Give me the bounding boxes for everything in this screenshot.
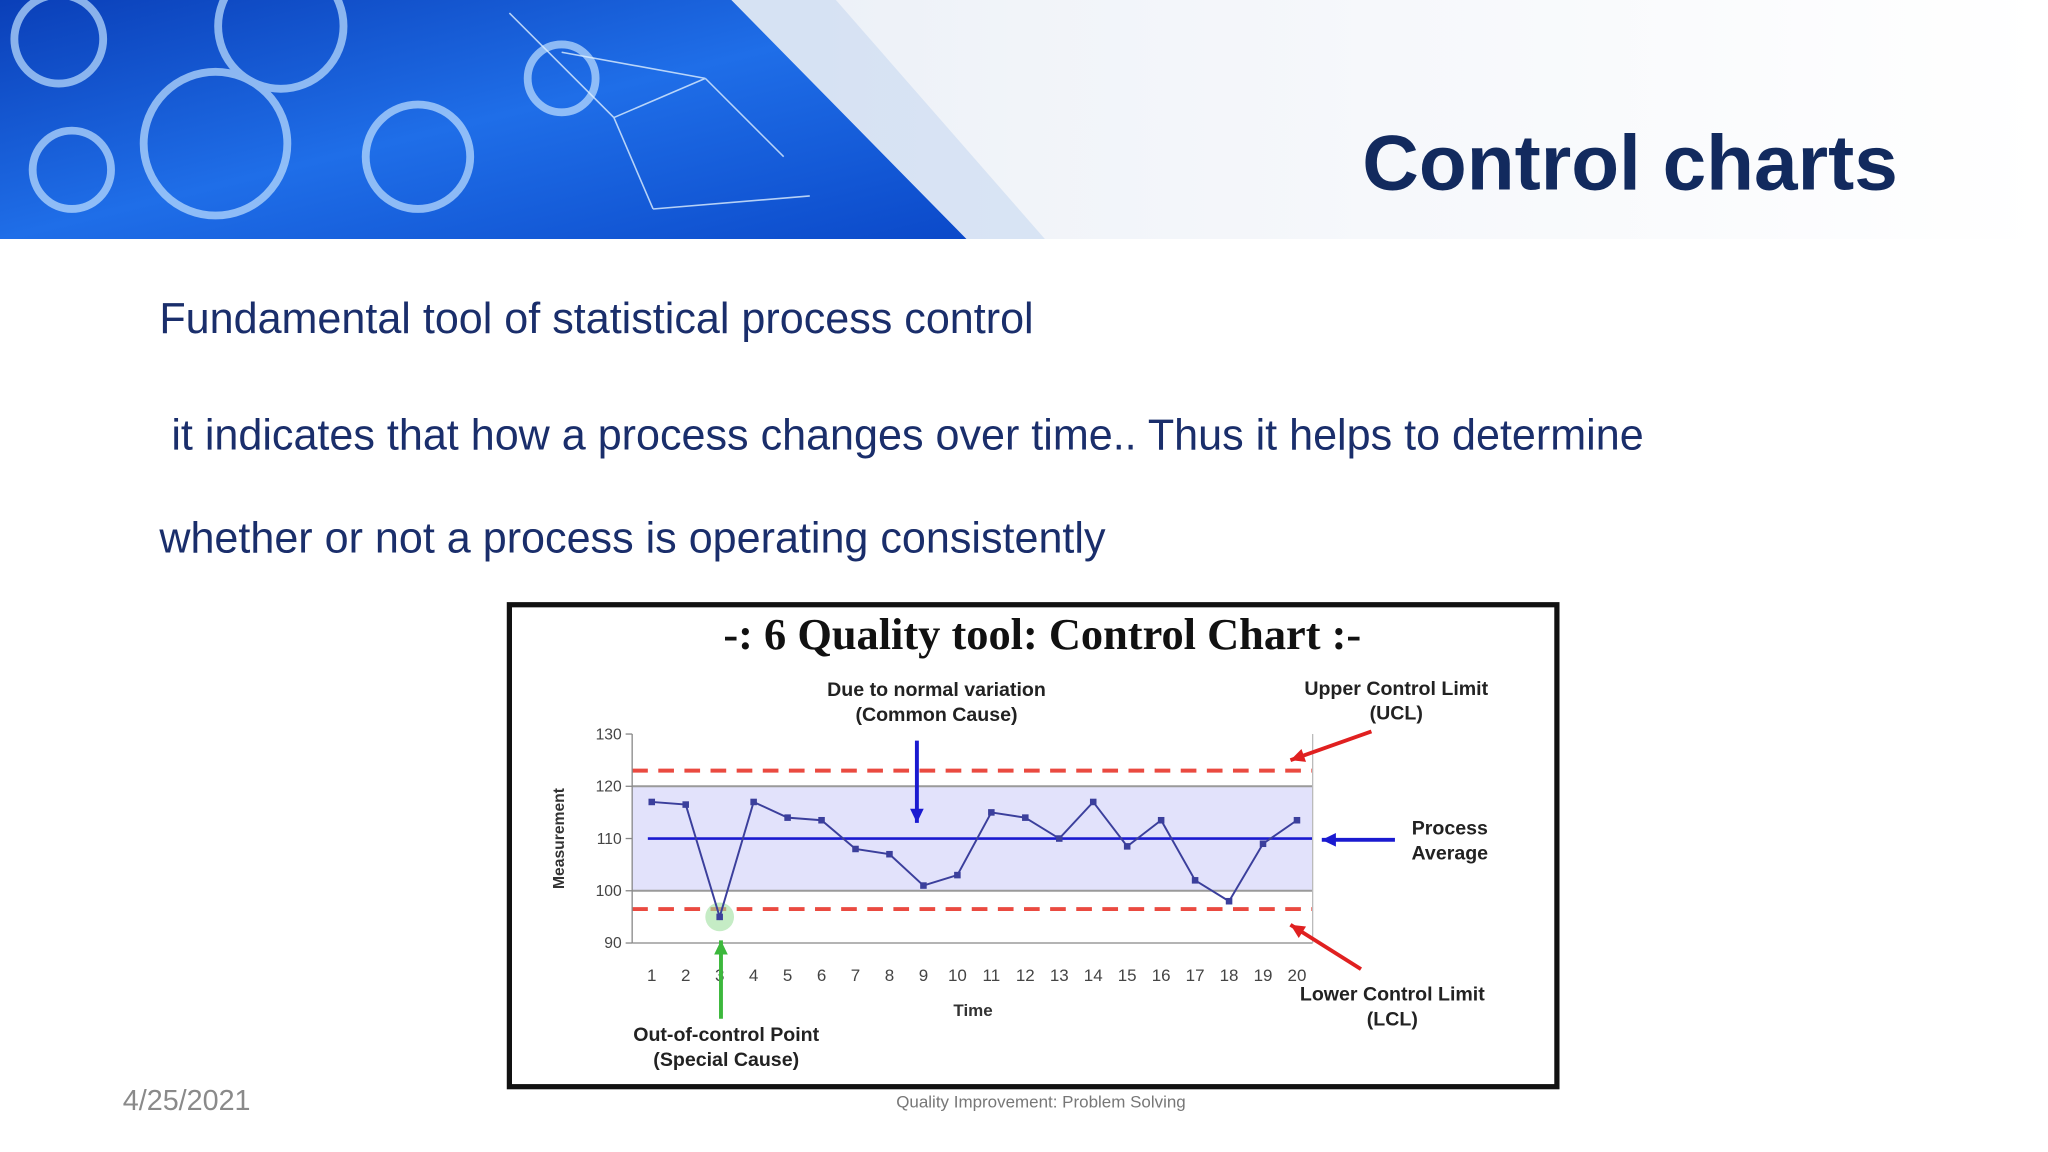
data-point <box>852 845 859 853</box>
body-line: it indicates that how a process changes … <box>159 411 1643 459</box>
x-tick-label: 19 <box>1254 966 1273 985</box>
data-point <box>784 814 791 821</box>
data-point <box>1293 816 1301 824</box>
data-point <box>1259 840 1267 848</box>
annotation: (UCL) <box>1370 703 1423 725</box>
x-tick-label: 18 <box>1220 966 1239 985</box>
data-point <box>1056 835 1063 842</box>
arrow-head <box>1321 833 1336 847</box>
annotation: (LCL) <box>1367 1008 1418 1030</box>
y-axis-label: Measurement <box>551 787 568 889</box>
x-tick-label: 20 <box>1288 966 1307 985</box>
y-tick-label: 100 <box>596 883 622 900</box>
x-tick-label: 8 <box>885 966 894 985</box>
data-point <box>886 850 893 858</box>
slide-date: 4/25/2021 <box>123 1085 251 1117</box>
data-point <box>682 801 689 808</box>
annotation: Out-of-control Point <box>633 1024 819 1046</box>
x-tick-label: 11 <box>983 966 1001 985</box>
y-tick-label: 130 <box>596 726 622 743</box>
chart-title: -: 6 Quality tool: Control Chart :- <box>723 609 1361 659</box>
data-point <box>818 816 825 824</box>
x-tick-label: 14 <box>1084 966 1103 985</box>
x-tick-label: 9 <box>919 966 928 985</box>
x-tick-label: 15 <box>1118 966 1137 985</box>
x-axis-label: Time <box>953 1001 992 1020</box>
x-tick-label: 16 <box>1152 966 1171 985</box>
x-tick-label: 1 <box>647 966 656 985</box>
x-tick-label: 2 <box>681 966 690 985</box>
x-tick-label: 17 <box>1186 966 1205 985</box>
y-tick-label: 110 <box>597 831 622 848</box>
x-tick-label: 7 <box>851 966 860 985</box>
annotation-arrow <box>1289 729 1373 763</box>
body-line: whether or not a process is operating co… <box>158 514 1106 562</box>
annotation: Process <box>1412 818 1488 840</box>
body-text: Fundamental tool of statistical process … <box>158 295 1643 562</box>
annotation: Lower Control Limit <box>1300 983 1485 1005</box>
slide-title: Control charts <box>1362 118 1898 206</box>
annotation: (Special Cause) <box>653 1049 799 1071</box>
arrow-head <box>1290 924 1307 939</box>
data-line <box>651 800 1298 921</box>
annotation: Upper Control Limit <box>1304 678 1488 700</box>
annotation: Due to normal variation <box>827 679 1046 701</box>
data-point <box>988 809 995 816</box>
data-point <box>920 882 927 889</box>
plot: 9010011012013012345678910111213141516171… <box>551 678 1488 1071</box>
arrow-head <box>1290 749 1307 762</box>
data-point <box>1225 897 1233 905</box>
x-tick-label: 12 <box>1016 966 1035 985</box>
body-line: Fundamental tool of statistical process … <box>159 295 1033 343</box>
y-tick-label: 120 <box>596 779 622 796</box>
annotation: Average <box>1412 842 1489 864</box>
data-point <box>716 913 723 921</box>
image-caption: Quality Improvement: Problem Solving <box>896 1093 1186 1112</box>
data-point <box>1123 843 1131 850</box>
data-point <box>1089 798 1097 806</box>
data-point <box>750 798 757 806</box>
data-point <box>1157 816 1165 824</box>
y-tick-label: 90 <box>604 935 622 952</box>
x-tick-label: 4 <box>749 966 758 985</box>
x-tick-label: 10 <box>948 966 967 985</box>
data-point <box>1022 814 1029 821</box>
data-point <box>1191 877 1199 884</box>
x-tick-label: 13 <box>1050 966 1069 985</box>
arrow-head <box>910 808 924 823</box>
header-banner <box>0 0 2048 240</box>
arrow-head <box>714 940 728 955</box>
data-point <box>648 798 656 806</box>
data-point <box>954 871 961 879</box>
annotation: (Common Cause) <box>855 704 1017 726</box>
x-tick-label: 5 <box>783 966 792 985</box>
x-tick-label: 6 <box>817 966 826 985</box>
